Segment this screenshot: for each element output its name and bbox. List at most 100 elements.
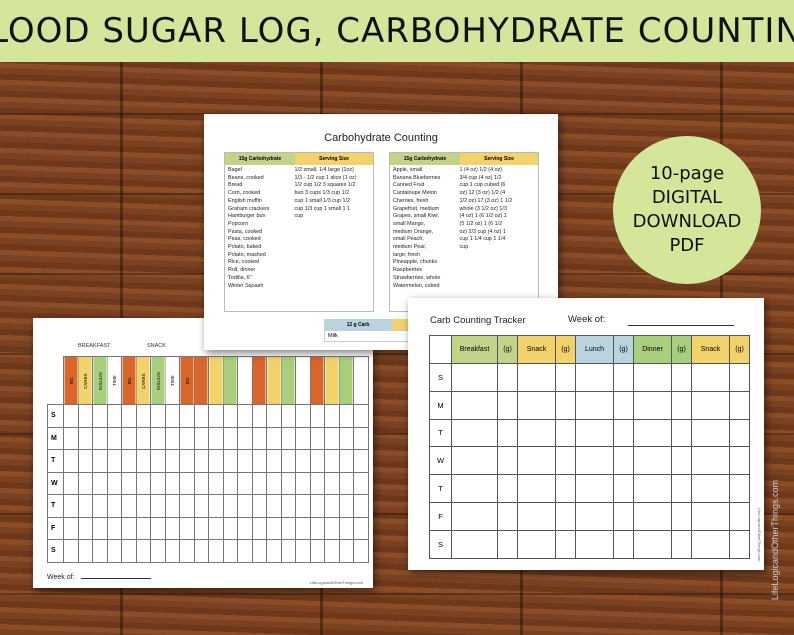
tracker-cell[interactable] xyxy=(555,474,576,503)
log-cell[interactable] xyxy=(193,449,209,473)
log-cell[interactable] xyxy=(295,404,311,428)
tracker-cell[interactable] xyxy=(633,501,672,531)
tracker-cell[interactable] xyxy=(575,501,614,531)
log-cell[interactable] xyxy=(353,449,369,473)
log-cell[interactable] xyxy=(150,404,166,428)
log-cell[interactable] xyxy=(135,449,151,473)
log-cell[interactable] xyxy=(338,426,354,450)
log-cell[interactable] xyxy=(63,494,79,518)
log-cell[interactable] xyxy=(77,404,93,428)
log-cell[interactable] xyxy=(251,494,267,518)
tracker-cell[interactable] xyxy=(691,474,730,503)
log-cell[interactable] xyxy=(237,426,253,450)
log-cell[interactable] xyxy=(295,449,311,473)
log-cell[interactable] xyxy=(63,516,79,540)
log-cell[interactable] xyxy=(63,449,79,473)
log-cell[interactable] xyxy=(237,404,253,428)
log-cell[interactable] xyxy=(353,494,369,518)
log-cell[interactable] xyxy=(77,426,93,450)
log-cell[interactable] xyxy=(309,404,325,428)
tracker-cell[interactable] xyxy=(633,390,672,420)
log-cell[interactable] xyxy=(251,404,267,428)
log-cell[interactable] xyxy=(295,471,311,495)
log-cell[interactable] xyxy=(280,426,296,450)
log-cell[interactable] xyxy=(324,471,340,495)
tracker-cell[interactable] xyxy=(497,529,518,559)
log-cell[interactable] xyxy=(63,471,79,495)
log-cell[interactable] xyxy=(309,494,325,518)
log-cell[interactable] xyxy=(135,539,151,563)
tracker-cell[interactable] xyxy=(575,474,614,503)
tracker-cell[interactable] xyxy=(517,363,556,392)
log-cell[interactable] xyxy=(106,471,122,495)
log-cell[interactable] xyxy=(222,494,238,518)
tracker-cell[interactable] xyxy=(497,501,518,531)
log-cell[interactable] xyxy=(237,494,253,518)
tracker-cell[interactable] xyxy=(671,363,692,392)
log-cell[interactable] xyxy=(106,404,122,428)
log-cell[interactable] xyxy=(121,494,137,518)
log-cell[interactable] xyxy=(266,404,282,428)
log-cell[interactable] xyxy=(324,404,340,428)
tracker-cell[interactable] xyxy=(517,390,556,420)
tracker-cell[interactable] xyxy=(613,446,634,476)
log-cell[interactable] xyxy=(338,404,354,428)
log-cell[interactable] xyxy=(77,494,93,518)
log-cell[interactable] xyxy=(106,539,122,563)
tracker-cell[interactable] xyxy=(633,418,672,448)
tracker-cell[interactable] xyxy=(555,529,576,559)
log-cell[interactable] xyxy=(208,539,224,563)
tracker-cell[interactable] xyxy=(555,501,576,531)
log-cell[interactable] xyxy=(353,539,369,563)
log-cell[interactable] xyxy=(280,404,296,428)
log-cell[interactable] xyxy=(121,426,137,450)
log-cell[interactable] xyxy=(135,471,151,495)
log-cell[interactable] xyxy=(208,494,224,518)
log-cell[interactable] xyxy=(353,471,369,495)
log-cell[interactable] xyxy=(324,494,340,518)
log-cell[interactable] xyxy=(324,516,340,540)
log-cell[interactable] xyxy=(135,494,151,518)
log-cell[interactable] xyxy=(295,516,311,540)
log-cell[interactable] xyxy=(179,494,195,518)
log-cell[interactable] xyxy=(237,471,253,495)
log-cell[interactable] xyxy=(150,494,166,518)
log-cell[interactable] xyxy=(92,449,108,473)
tracker-cell[interactable] xyxy=(633,363,672,392)
log-cell[interactable] xyxy=(179,404,195,428)
log-cell[interactable] xyxy=(324,449,340,473)
log-cell[interactable] xyxy=(106,516,122,540)
log-cell[interactable] xyxy=(121,471,137,495)
tracker-cell[interactable] xyxy=(633,446,672,476)
tracker-cell[interactable] xyxy=(691,446,730,476)
log-cell[interactable] xyxy=(251,539,267,563)
log-cell[interactable] xyxy=(251,426,267,450)
log-cell[interactable] xyxy=(92,539,108,563)
tracker-cell[interactable] xyxy=(691,529,730,559)
log-cell[interactable] xyxy=(208,471,224,495)
tracker-cell[interactable] xyxy=(451,446,498,476)
log-cell[interactable] xyxy=(63,539,79,563)
log-cell[interactable] xyxy=(135,426,151,450)
tracker-cell[interactable] xyxy=(451,529,498,559)
tracker-cell[interactable] xyxy=(517,529,556,559)
log-cell[interactable] xyxy=(150,449,166,473)
tracker-cell[interactable] xyxy=(555,446,576,476)
log-cell[interactable] xyxy=(77,539,93,563)
tracker-cell[interactable] xyxy=(729,474,750,503)
log-cell[interactable] xyxy=(338,449,354,473)
tracker-cell[interactable] xyxy=(671,501,692,531)
tracker-cell[interactable] xyxy=(497,446,518,476)
log-cell[interactable] xyxy=(164,404,180,428)
log-cell[interactable] xyxy=(193,539,209,563)
tracker-cell[interactable] xyxy=(613,363,634,392)
log-cell[interactable] xyxy=(208,426,224,450)
log-cell[interactable] xyxy=(222,516,238,540)
log-cell[interactable] xyxy=(309,539,325,563)
log-cell[interactable] xyxy=(92,426,108,450)
log-cell[interactable] xyxy=(179,539,195,563)
log-cell[interactable] xyxy=(179,516,195,540)
tracker-cell[interactable] xyxy=(671,418,692,448)
tracker-cell[interactable] xyxy=(691,501,730,531)
log-cell[interactable] xyxy=(179,449,195,473)
